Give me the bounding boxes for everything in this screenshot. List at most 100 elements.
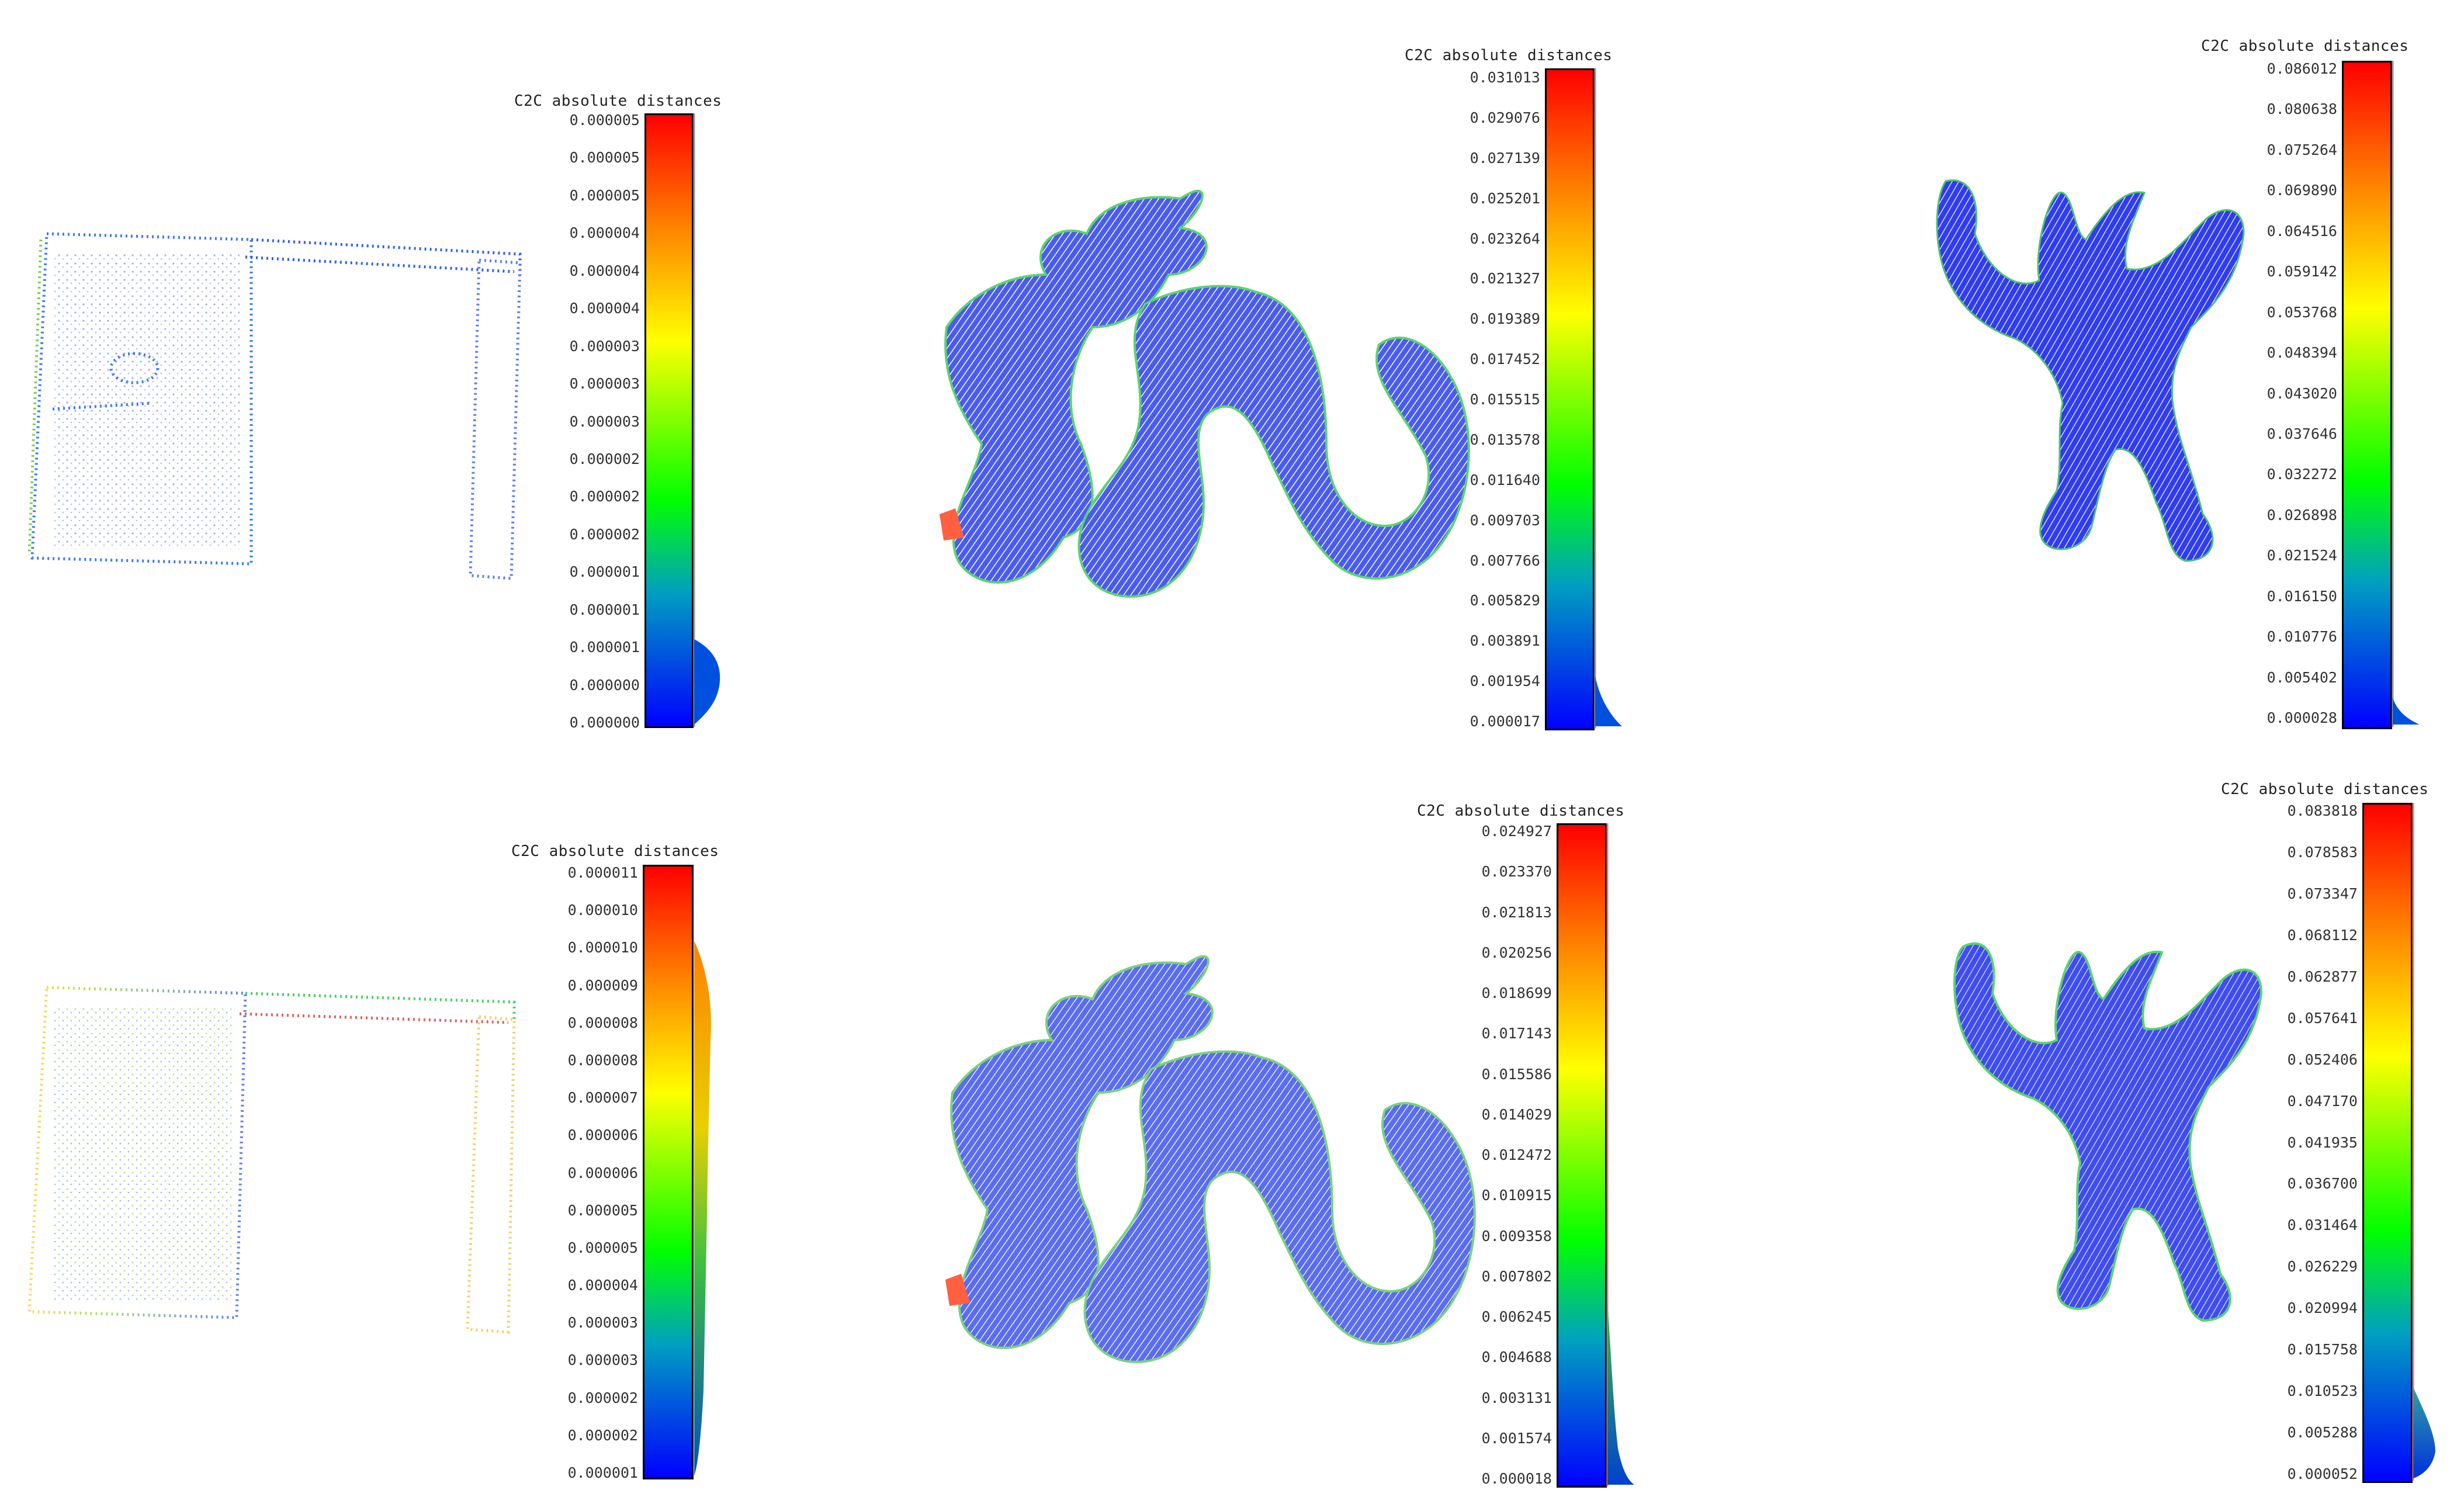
colorbar-tick-label: 0.069890 <box>2267 182 2337 199</box>
colorbar-tick-label: 0.000028 <box>2267 709 2337 726</box>
colorbar-tick-label: 0.009358 <box>1481 1227 1552 1245</box>
colorbar-tick-label: 0.024927 <box>1481 823 1552 840</box>
colorbar-tick-label: 0.000002 <box>567 1389 638 1406</box>
colorbar-tick-label: 0.000017 <box>1470 713 1540 730</box>
colorbar-tick-label: 0.017143 <box>1481 1025 1552 1042</box>
colorbar-tick-label: 0.000001 <box>569 601 640 618</box>
colorbar-tick-label: 0.000001 <box>567 1464 638 1481</box>
colorbar-tick-label: 0.025201 <box>1470 189 1540 207</box>
colorbar-tick-label: 0.000000 <box>569 676 640 694</box>
colorbar-tick-label: 0.000011 <box>567 864 638 881</box>
colorbar-tick-label: 0.010915 <box>1481 1187 1552 1204</box>
colorbar-tick-label: 0.000000 <box>569 714 640 731</box>
colorbar-tick-label: 0.083818 <box>2287 802 2358 819</box>
colorbar-tick-label: 0.086012 <box>2267 60 2337 77</box>
colorbar <box>1545 68 1595 730</box>
wall-outline <box>27 986 516 1334</box>
colorbar-tick-label: 0.048394 <box>2267 344 2337 362</box>
colorbar-tick-label: 0.000002 <box>569 450 640 467</box>
wall-scatter <box>53 251 240 549</box>
colorbar-tick-label: 0.059142 <box>2267 263 2337 280</box>
colorbar-tick-label: 0.020994 <box>2287 1299 2358 1317</box>
colorbar-tick-label: 0.047170 <box>2287 1092 2358 1110</box>
colorbar <box>1557 823 1607 1488</box>
colorbar-title: C2C absolute distances <box>511 843 719 860</box>
colorbar-tick-label: 0.036700 <box>2287 1175 2358 1193</box>
colorbar-tick-label: 0.000005 <box>567 1239 638 1256</box>
colorbar-tick-label: 0.000006 <box>567 1127 638 1144</box>
colorbar-tick-label: 0.041935 <box>2287 1134 2358 1151</box>
colorbar-tick-label: 0.029076 <box>1470 109 1540 126</box>
histogram <box>1606 823 1634 1486</box>
colorbar-tick-label: 0.000003 <box>567 1314 638 1332</box>
colorbar-tick-label: 0.078583 <box>2287 843 2358 861</box>
colorbar-tick-label: 0.068112 <box>2287 926 2358 944</box>
armadillo-shape <box>1953 942 2263 1322</box>
colorbar-tick-label: 0.011640 <box>1470 471 1540 488</box>
colorbar-tick-label: 0.005402 <box>2267 668 2337 686</box>
colorbar-tick-label: 0.007766 <box>1470 552 1540 569</box>
colorbar-tick-label: 0.000007 <box>567 1089 638 1107</box>
colorbar-tick-label: 0.009703 <box>1470 511 1540 529</box>
dragon-shape <box>944 189 1470 598</box>
colorbar-tick-label: 0.005288 <box>2287 1424 2358 1441</box>
panel-wall-top: C2C absolute distances 0.000005 0.000005 0… <box>0 0 760 754</box>
colorbar-tick-label: 0.000002 <box>567 1426 638 1444</box>
colorbar-tick-label: 0.020256 <box>1481 944 1552 961</box>
colorbar-tick-label: 0.018699 <box>1481 985 1552 1001</box>
colorbar-tick-label: 0.015515 <box>1470 391 1540 408</box>
dragon-red-tip <box>945 1274 970 1306</box>
colorbar-tick-label: 0.000005 <box>569 186 640 204</box>
colorbar-tick-label: 0.001574 <box>1481 1429 1552 1447</box>
colorbar-tick-label: 0.023264 <box>1470 230 1540 247</box>
colorbar-tick-label: 0.000004 <box>567 1277 638 1294</box>
colorbar-tick-label: 0.019389 <box>1470 310 1540 328</box>
colorbar-tick-label: 0.000001 <box>569 639 640 656</box>
dragon-point-cloud <box>940 189 1470 598</box>
wall-point-cloud <box>27 232 522 580</box>
colorbar-tick-label: 0.000052 <box>2287 1465 2358 1482</box>
colorbar-tick-label: 0.010523 <box>2287 1382 2358 1400</box>
colorbar-tick-label: 0.000004 <box>569 300 640 317</box>
panel-wall-bottom: C2C absolute distances 0.000011 0.000010 0… <box>0 754 760 1511</box>
colorbar-title: C2C absolute distances <box>1405 47 1613 64</box>
colorbar-tick-label: 0.032272 <box>2267 466 2337 483</box>
colorbar-tick-label: 0.016150 <box>2267 587 2337 605</box>
colorbar-tick-label: 0.026229 <box>2287 1258 2358 1276</box>
colorbar-tick-label: 0.000002 <box>569 525 640 543</box>
colorbar-tick-label: 0.000005 <box>567 1201 638 1219</box>
colorbar-tick-label: 0.023370 <box>1481 863 1552 881</box>
dragon-point-cloud <box>945 955 1476 1363</box>
colorbar-tick-label: 0.000006 <box>567 1164 638 1181</box>
panel-dragon-bottom: C2C absolute distances 0.024927 0.023370 0… <box>876 754 1694 1511</box>
colorbar-tick-label: 0.000008 <box>567 1014 638 1031</box>
colorbar-tick-label: 0.000018 <box>1481 1470 1552 1487</box>
colorbar-tick-label: 0.017452 <box>1470 351 1540 368</box>
colorbar-tick-label: 0.043020 <box>2267 384 2337 402</box>
colorbar-tick-label: 0.062877 <box>2287 968 2358 985</box>
colorbar-tick-label: 0.031464 <box>2287 1217 2358 1234</box>
colorbar-tick-label: 0.021813 <box>1481 903 1552 921</box>
colorbar-tick-label: 0.003891 <box>1470 632 1540 650</box>
colorbar-tick-label: 0.000002 <box>569 488 640 505</box>
colorbar-tick-label: 0.005829 <box>1470 592 1540 609</box>
colorbar-tick-label: 0.000005 <box>569 149 640 167</box>
colorbar-tick-label: 0.000003 <box>569 413 640 430</box>
colorbar-tick-label: 0.080638 <box>2267 100 2337 118</box>
colorbar <box>2342 61 2392 729</box>
panel-armadillo-bottom: C2C absolute distances 0.083818 0.078583 0… <box>1841 754 2464 1511</box>
colorbar-title: C2C absolute distances <box>2221 781 2429 798</box>
colorbar-tick-label: 0.000001 <box>569 563 640 581</box>
colorbar-tick-label: 0.000003 <box>569 337 640 355</box>
histogram <box>1594 68 1622 729</box>
colorbar-tick-label: 0.052406 <box>2287 1051 2358 1068</box>
colorbar-tick-label: 0.015586 <box>1481 1065 1552 1083</box>
colorbar-tick-label: 0.075264 <box>2267 141 2337 158</box>
colorbar-tick-label: 0.021327 <box>1470 270 1540 287</box>
wall-point-cloud <box>27 986 516 1334</box>
colorbar-tick-label: 0.012472 <box>1481 1146 1552 1163</box>
colorbar-tick-label: 0.007802 <box>1481 1267 1552 1285</box>
colorbar-tick-label: 0.037646 <box>2267 425 2337 442</box>
colorbar-tick-label: 0.021524 <box>2267 547 2337 564</box>
armadillo-shape <box>1936 179 2245 562</box>
